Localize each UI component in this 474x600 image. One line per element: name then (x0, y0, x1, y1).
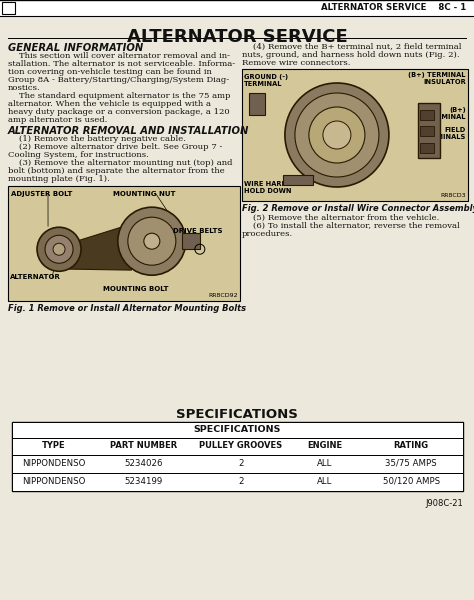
Circle shape (118, 207, 186, 275)
Text: ALL: ALL (317, 459, 332, 468)
Text: MOUNTING NUT: MOUNTING NUT (113, 191, 175, 197)
Text: TYPE: TYPE (42, 441, 65, 450)
Text: nuts, ground, and harness hold down nuts (Fig. 2).: nuts, ground, and harness hold down nuts… (242, 51, 460, 59)
Text: SPECIFICATIONS: SPECIFICATIONS (176, 408, 298, 421)
Text: 5234199: 5234199 (125, 477, 163, 486)
Bar (182, 233, 200, 249)
Text: The standard equipment alternator is the 75 amp: The standard equipment alternator is the… (8, 92, 230, 100)
Text: ALTERNATOR SERVICE: ALTERNATOR SERVICE (127, 28, 347, 46)
Text: 2: 2 (238, 477, 244, 486)
Text: WIRE HARNESS: WIRE HARNESS (244, 181, 301, 187)
Text: 5234026: 5234026 (125, 459, 163, 468)
Text: RATING: RATING (393, 441, 428, 450)
Text: ADJUSTER BOLT: ADJUSTER BOLT (11, 191, 73, 197)
Text: MOUNTING BOLT: MOUNTING BOLT (103, 286, 168, 292)
Bar (283, 175, 313, 185)
Circle shape (295, 93, 379, 177)
Text: (3) Remove the alternator mounting nut (top) and: (3) Remove the alternator mounting nut (… (8, 159, 233, 167)
Bar (0, 0, 474, 16)
Text: (6) To install the alternator, reverse the removal: (6) To install the alternator, reverse t… (242, 222, 460, 230)
Text: 2: 2 (238, 459, 244, 468)
Circle shape (45, 235, 73, 263)
Bar (12, 473, 463, 491)
Text: DRIVE BELTS: DRIVE BELTS (173, 228, 222, 234)
Text: Fig. 1 Remove or Install Alternator Mounting Bolts: Fig. 1 Remove or Install Alternator Moun… (8, 304, 246, 313)
Bar (420, 110, 434, 121)
Text: RR8CD92: RR8CD92 (209, 293, 238, 298)
Bar (249, 93, 265, 115)
Text: TERMINAL: TERMINAL (428, 114, 466, 120)
Text: heavy duty package or a conversion package, a 120: heavy duty package or a conversion packa… (8, 108, 230, 116)
Circle shape (323, 121, 351, 149)
Text: nostics.: nostics. (8, 84, 41, 92)
Text: PART NUMBER: PART NUMBER (110, 441, 178, 450)
Bar (12, 455, 463, 473)
Text: GENERAL INFORMATION: GENERAL INFORMATION (8, 43, 143, 53)
Text: procedures.: procedures. (242, 230, 293, 238)
Text: NIPPONDENSO: NIPPONDENSO (22, 477, 85, 486)
Circle shape (285, 83, 389, 187)
Text: PULLEY GROOVES: PULLEY GROOVES (200, 441, 283, 450)
Bar (12, 422, 463, 491)
Bar (2, 2, 15, 14)
Bar (418, 103, 440, 158)
Text: TERMINAL: TERMINAL (244, 81, 283, 87)
Bar (8, 186, 240, 301)
Text: (B+) TERMINAL: (B+) TERMINAL (409, 72, 466, 78)
Text: Remove wire connectors.: Remove wire connectors. (242, 59, 350, 67)
Text: Cooling System, for instructions.: Cooling System, for instructions. (8, 151, 149, 159)
Text: SPECIFICATIONS: SPECIFICATIONS (193, 425, 281, 434)
Text: TERMINALS: TERMINALS (423, 134, 466, 140)
Text: Group 8A - Battery/Starting/Charging/System Diag-: Group 8A - Battery/Starting/Charging/Sys… (8, 76, 229, 84)
Polygon shape (65, 221, 142, 270)
Text: ENGINE: ENGINE (307, 441, 342, 450)
Text: (1) Remove the battery negative cable.: (1) Remove the battery negative cable. (8, 135, 186, 143)
Circle shape (144, 233, 160, 249)
Text: GROUND (-): GROUND (-) (244, 74, 288, 80)
Bar (12, 438, 463, 455)
Bar (420, 127, 434, 136)
Text: NIPPONDENSO: NIPPONDENSO (22, 459, 85, 468)
Text: FIELD: FIELD (445, 127, 466, 133)
Circle shape (309, 107, 365, 163)
Text: (4) Remove the B+ terminal nut, 2 field terminal: (4) Remove the B+ terminal nut, 2 field … (242, 43, 462, 51)
Text: stallation. The alternator is not serviceable. Informa-: stallation. The alternator is not servic… (8, 60, 235, 68)
Text: ALTERNATOR REMOVAL AND INSTALLATION: ALTERNATOR REMOVAL AND INSTALLATION (8, 126, 249, 136)
Text: (5) Remove the alternator from the vehicle.: (5) Remove the alternator from the vehic… (242, 214, 439, 222)
Text: amp alternator is used.: amp alternator is used. (8, 116, 108, 124)
Text: HOLD DOWN: HOLD DOWN (244, 188, 292, 194)
Text: ALTERNATOR: ALTERNATOR (10, 274, 61, 280)
Bar (242, 69, 468, 201)
Text: 35/75 AMPS: 35/75 AMPS (385, 459, 437, 468)
Text: 50/120 AMPS: 50/120 AMPS (383, 477, 440, 486)
Text: alternator. When the vehicle is equipped with a: alternator. When the vehicle is equipped… (8, 100, 211, 108)
Text: (2) Remove alternator drive belt. See Group 7 -: (2) Remove alternator drive belt. See Gr… (8, 143, 222, 151)
Text: Fig. 2 Remove or Install Wire Connector Assembly: Fig. 2 Remove or Install Wire Connector … (242, 204, 474, 213)
Bar (12, 422, 463, 438)
Text: INSULATOR: INSULATOR (423, 79, 466, 85)
Text: (B+): (B+) (449, 107, 466, 113)
Circle shape (53, 243, 65, 255)
Text: mounting plate (Fig. 1).: mounting plate (Fig. 1). (8, 175, 110, 183)
Text: ALTERNATOR SERVICE    8C - 1: ALTERNATOR SERVICE 8C - 1 (321, 3, 466, 12)
Bar (420, 143, 434, 154)
Text: tion covering on-vehicle testing can be found in: tion covering on-vehicle testing can be … (8, 68, 212, 76)
Text: J908C-21: J908C-21 (425, 499, 463, 508)
Text: ALL: ALL (317, 477, 332, 486)
Text: bolt (bottom) and separate the alternator from the: bolt (bottom) and separate the alternato… (8, 167, 225, 175)
Circle shape (37, 227, 81, 271)
Circle shape (128, 217, 176, 265)
Text: RR8CD3: RR8CD3 (440, 193, 466, 198)
Text: This section will cover alternator removal and in-: This section will cover alternator remov… (8, 52, 230, 60)
